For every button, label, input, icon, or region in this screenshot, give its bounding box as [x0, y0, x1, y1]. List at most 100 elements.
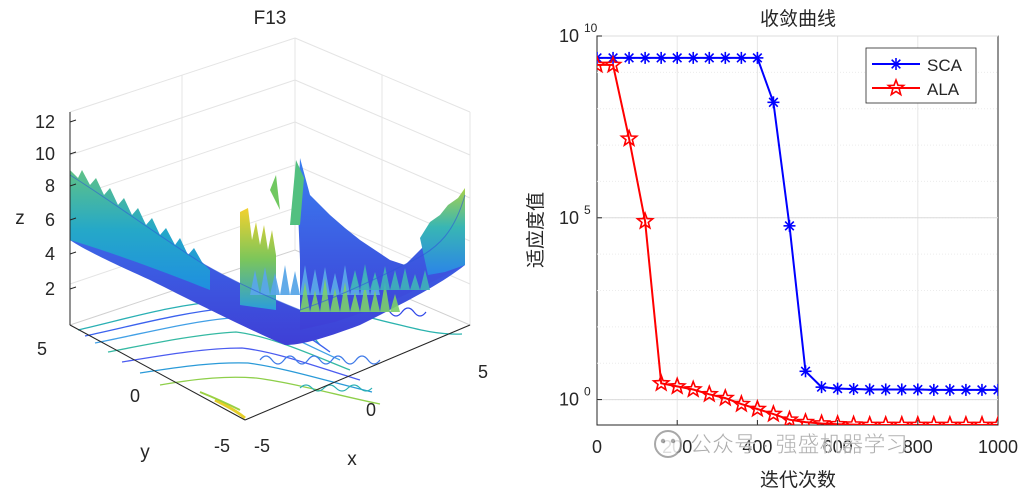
- z-tick-label: 6: [45, 210, 55, 230]
- wechat-logo-dot-icon: [660, 438, 666, 444]
- pentagram-marker: [892, 414, 912, 425]
- asterisk-marker: [703, 51, 716, 64]
- legend-marker-sca: [890, 58, 902, 70]
- asterisk-marker: [847, 383, 860, 396]
- asterisk-marker: [890, 58, 902, 70]
- legend: SCA ALA: [865, 47, 977, 104]
- asterisk-marker: [719, 51, 732, 64]
- convergence-chart: 020040060080010001001051010 收敛曲线 迭代次数 适应…: [525, 8, 1018, 490]
- legend-label-ala: ALA: [927, 80, 960, 99]
- x-tick-label: 800: [903, 437, 933, 457]
- chart-title: 收敛曲线: [760, 8, 836, 30]
- asterisk-marker: [975, 383, 988, 396]
- asterisk-marker: [831, 382, 844, 395]
- legend-box: [865, 47, 977, 104]
- asterisk-marker: [863, 383, 876, 396]
- asterisk-marker: [783, 219, 796, 232]
- pentagram-marker: [667, 376, 687, 395]
- pentagram-marker: [635, 211, 655, 230]
- asterisk-marker: [735, 51, 748, 64]
- wechat-logo-icon: [654, 430, 682, 458]
- y-tick-label: 10: [559, 390, 579, 410]
- y-tick-label: 10: [559, 26, 579, 46]
- pentagram-marker: [779, 409, 800, 425]
- pentagram-marker: [988, 414, 998, 425]
- y-tick-exponent: 0: [584, 385, 591, 399]
- y-tick-label: 0: [130, 386, 140, 406]
- grid-lines: [597, 35, 998, 425]
- pentagram-marker: [908, 414, 928, 425]
- pentagram-marker: [886, 77, 906, 97]
- x-tick-label: 0: [592, 437, 602, 457]
- y-tick-exponent: 10: [584, 21, 598, 35]
- axis-ticks: 020040060080010001001051010: [559, 21, 1018, 457]
- pentagram-marker: [699, 384, 720, 403]
- axes-frame: [69, 112, 471, 421]
- legend-marker-ala: [886, 77, 906, 97]
- asterisk-marker: [767, 96, 780, 109]
- asterisk-marker: [879, 383, 892, 396]
- asterisk-marker: [959, 383, 972, 396]
- asterisk-marker: [943, 383, 956, 396]
- pentagram-marker: [795, 411, 816, 425]
- y-tick-label: 5: [37, 339, 47, 359]
- pentagram-marker: [859, 414, 880, 425]
- asterisk-marker: [927, 383, 940, 396]
- pentagram-marker: [843, 414, 864, 425]
- z-tick-label: 12: [35, 112, 55, 132]
- x-tick-label: 600: [823, 437, 853, 457]
- pentagram-marker: [651, 372, 671, 392]
- x-tick-label: -5: [254, 436, 270, 456]
- pentagram-marker: [715, 387, 736, 407]
- z-axis-label: z: [15, 208, 25, 229]
- pentagram-marker: [827, 413, 848, 425]
- asterisk-marker: [895, 383, 908, 396]
- asterisk-marker: [597, 51, 603, 64]
- x-axis-label: x: [347, 449, 357, 470]
- watermark: 公众号 · 强盛机器学习: [654, 430, 908, 458]
- asterisk-marker: [623, 51, 636, 64]
- z-tick-label: 2: [45, 279, 55, 299]
- pentagram-marker: [811, 413, 832, 425]
- pentagram-marker: [731, 393, 752, 413]
- asterisk-marker: [799, 365, 812, 378]
- asterisk-marker: [992, 383, 998, 396]
- z-tick-label: 10: [35, 144, 55, 164]
- asterisk-marker: [815, 381, 828, 394]
- pentagram-marker: [875, 414, 896, 425]
- pentagram-marker: [924, 414, 944, 425]
- pentagram-marker: [763, 403, 784, 423]
- pentagram-marker: [597, 54, 607, 74]
- pentagram-marker: [603, 54, 623, 74]
- surface-mesh: [69, 158, 466, 345]
- asterisk-marker: [639, 51, 652, 64]
- x-tick-label: 5: [478, 362, 488, 382]
- asterisk-marker: [671, 51, 684, 64]
- watermark-text: 公众号 · 强盛机器学习: [690, 432, 908, 457]
- y-tick-label: -5: [214, 436, 230, 456]
- asterisk-marker: [751, 51, 764, 64]
- x-axis-label: 迭代次数: [760, 469, 836, 490]
- z-ticks: [69, 119, 77, 290]
- y-axis-label: 适应度值: [525, 192, 547, 268]
- pentagram-marker: [972, 414, 992, 425]
- pentagram-marker: [619, 128, 639, 147]
- asterisk-marker: [687, 51, 700, 64]
- z-tick-label: 4: [45, 244, 55, 264]
- chart-title: F13: [254, 8, 287, 29]
- pentagram-marker: [956, 414, 976, 425]
- x-tick-label: 1000: [978, 437, 1018, 457]
- pentagram-marker: [940, 414, 960, 425]
- x-tick-label: 400: [742, 437, 772, 457]
- series-layer: [597, 51, 998, 425]
- y-tick-exponent: 5: [584, 203, 591, 217]
- asterisk-marker: [911, 383, 924, 396]
- y-tick-label: 10: [559, 208, 579, 228]
- y-axis-label: y: [140, 442, 150, 463]
- wechat-logo-dot-icon: [670, 438, 676, 444]
- z-tick-label: 8: [45, 176, 55, 196]
- surface-3d-chart: 2 4 6 8 10 12 5 0 -5 -5 0 5 F13 z y x: [15, 8, 488, 470]
- x-tick-label: 0: [366, 400, 376, 420]
- legend-label-sca: SCA: [927, 56, 963, 75]
